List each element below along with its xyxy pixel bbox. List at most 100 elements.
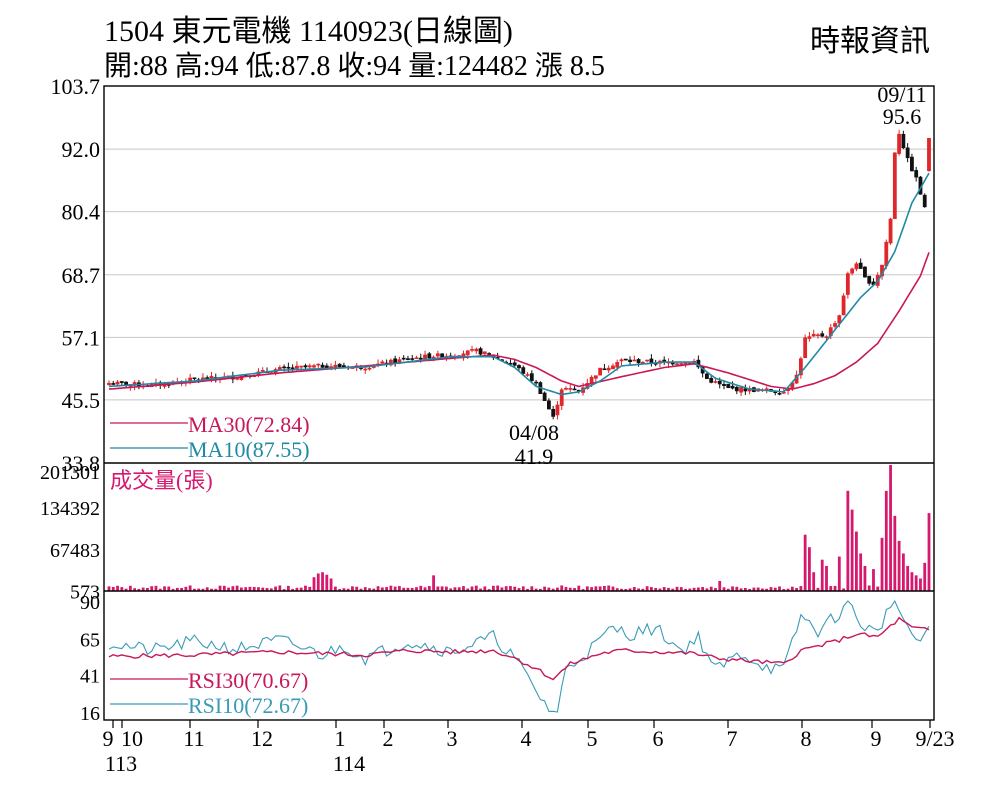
x-year-label: 113 xyxy=(105,751,137,776)
volume-bar xyxy=(474,585,478,591)
candle-body xyxy=(303,365,308,368)
x-month-label: 3 xyxy=(447,726,458,751)
low-annotation-date: 04/08 xyxy=(509,420,559,445)
volume-bar xyxy=(410,587,414,591)
volume-bar xyxy=(816,587,820,591)
volume-bar xyxy=(466,588,470,591)
candle-body xyxy=(606,367,611,371)
volume-bar xyxy=(295,587,299,591)
candle-body xyxy=(623,358,628,361)
volume-bar xyxy=(257,587,260,591)
volume-bar xyxy=(679,587,683,591)
volume-panel: 成交量(張) xyxy=(107,465,931,591)
volume-bar xyxy=(560,585,564,591)
volume-bar xyxy=(521,586,525,591)
volume-bar xyxy=(872,569,875,591)
candle-body xyxy=(286,366,291,369)
volume-bar xyxy=(338,589,342,591)
x-month-label: 9 xyxy=(871,726,882,751)
volume-bar xyxy=(641,588,645,591)
volume-bar xyxy=(201,588,205,591)
volume-bar xyxy=(509,586,512,591)
volume-bar xyxy=(124,588,128,591)
legend-label: MA10(87.55) xyxy=(188,437,310,462)
volume-value: 量:124482 xyxy=(408,51,528,82)
volume-bar xyxy=(175,587,179,591)
low-annotation-value: 41.9 xyxy=(515,444,554,469)
x-month-label: 10 xyxy=(121,726,143,751)
volume-bar xyxy=(863,565,867,591)
volume-bar xyxy=(248,586,252,591)
volume-bar xyxy=(193,588,196,591)
volume-bar xyxy=(790,586,794,591)
volume-bar xyxy=(637,588,640,591)
candle-body xyxy=(854,263,859,270)
candle-body xyxy=(905,147,910,159)
volume-bar xyxy=(675,586,679,591)
volume-bar xyxy=(837,556,841,591)
candle-body xyxy=(107,382,111,386)
volume-bar xyxy=(812,572,816,591)
volume-bar xyxy=(235,585,239,591)
volume-bar xyxy=(850,509,854,591)
volume-tick-label: 134392 xyxy=(40,498,100,520)
volume-bar xyxy=(624,589,628,591)
volume-bar xyxy=(581,589,585,591)
volume-bar xyxy=(842,588,845,591)
candle-body xyxy=(675,363,679,366)
volume-bar xyxy=(163,586,166,591)
candle-body xyxy=(914,170,919,178)
x-month-label: 4 xyxy=(521,726,532,751)
volume-bar xyxy=(316,573,320,591)
volume-bar xyxy=(743,587,747,591)
candle-body xyxy=(551,409,556,417)
volume-bar xyxy=(167,586,171,591)
candle-body xyxy=(525,374,530,376)
volume-bar xyxy=(603,585,606,591)
volume-bar xyxy=(701,587,705,591)
volume-bar xyxy=(705,588,709,591)
candle-body xyxy=(798,358,803,376)
volume-bar xyxy=(769,587,773,591)
price-tick-label: 92.0 xyxy=(62,137,101,162)
volume-bar xyxy=(342,588,346,591)
volume-bar xyxy=(756,587,760,591)
volume-bar xyxy=(615,588,619,591)
volume-bar xyxy=(795,587,799,591)
volume-bar xyxy=(910,572,914,591)
rsi30-line xyxy=(108,616,930,681)
candle-body xyxy=(119,381,124,383)
volume-bar xyxy=(526,588,529,591)
volume-bar xyxy=(158,588,162,591)
rsi-tick-label: 41 xyxy=(80,666,100,688)
volume-bar xyxy=(453,587,457,591)
volume-bar xyxy=(731,586,734,591)
candle-body xyxy=(807,336,812,339)
candle-body xyxy=(277,367,282,370)
candle-body xyxy=(406,358,410,360)
candle-body xyxy=(529,373,534,382)
candle-body xyxy=(299,365,304,368)
volume-bar xyxy=(598,586,602,591)
rsi-tick-label: 16 xyxy=(80,703,100,725)
volume-bar xyxy=(346,588,350,591)
volume-bar xyxy=(632,587,636,591)
candle-body xyxy=(726,383,731,388)
volume-bar xyxy=(479,588,482,591)
rsi-tick-label: 90 xyxy=(80,592,100,614)
volume-bar xyxy=(880,537,884,591)
volume-bar xyxy=(291,588,295,591)
candle-body xyxy=(897,133,902,154)
low-value: 低:87.8 xyxy=(245,51,331,82)
volume-bar xyxy=(534,588,538,591)
volume-bar xyxy=(611,586,615,591)
volume-bar xyxy=(440,586,444,591)
candle-body xyxy=(380,361,385,364)
volume-bar xyxy=(590,587,594,591)
chart-title: 1504 東元電機 1140923(日線圖) xyxy=(104,6,513,50)
candle-body xyxy=(593,375,598,379)
volume-bar xyxy=(778,586,781,591)
volume-bar xyxy=(380,587,384,591)
volume-bar xyxy=(286,585,290,591)
